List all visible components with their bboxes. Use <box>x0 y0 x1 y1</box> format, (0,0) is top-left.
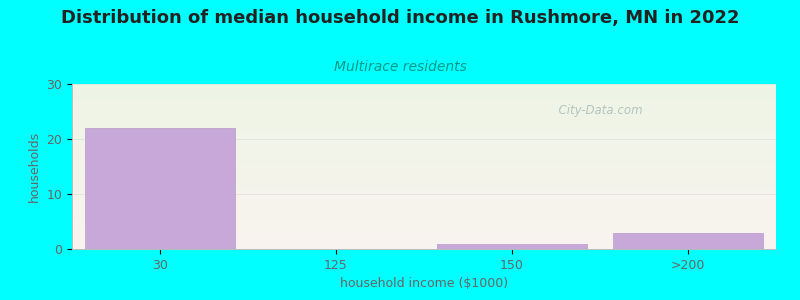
Bar <box>614 232 763 249</box>
Text: Multirace residents: Multirace residents <box>334 60 466 74</box>
Text: Distribution of median household income in Rushmore, MN in 2022: Distribution of median household income … <box>61 9 739 27</box>
Bar <box>86 128 235 249</box>
X-axis label: household income ($1000): household income ($1000) <box>340 277 508 290</box>
Y-axis label: households: households <box>28 131 41 202</box>
Bar <box>437 244 586 249</box>
Text: City-Data.com: City-Data.com <box>550 104 642 117</box>
